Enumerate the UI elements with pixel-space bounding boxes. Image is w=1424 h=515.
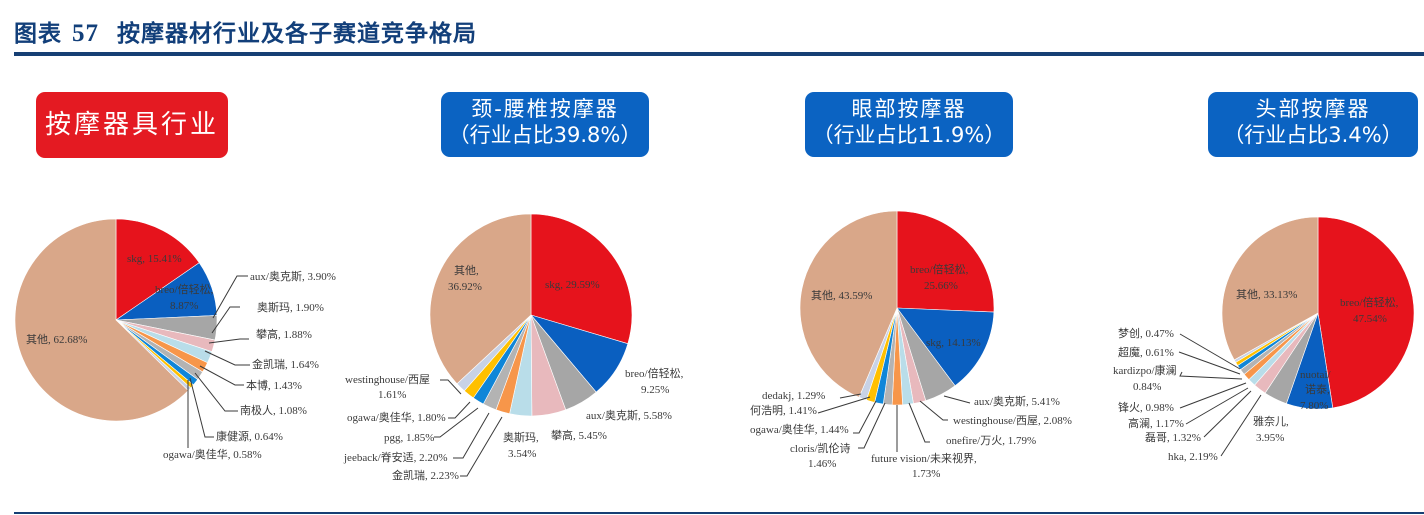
label-c2-ogawa: ogawa/奥佳华, 1.80% xyxy=(347,410,446,424)
label-c1-breo: breo/倍轻松, xyxy=(155,282,214,296)
label-c4-yanaier: 雅奈儿, xyxy=(1253,414,1289,428)
label-c1-ogawa: ogawa/奥佳华, 0.58% xyxy=(163,447,262,461)
label-c3-ogawa: ogawa/奥佳华, 1.44% xyxy=(750,422,849,436)
label-c2-aux: aux/奥克斯, 5.58% xyxy=(586,408,672,422)
label-c1-kangjianyuan: 康健源, 0.64% xyxy=(216,429,283,443)
badge-massage-industry-text: 按摩器具行业 xyxy=(44,109,219,140)
label-c3-futurevision-pct: 1.73% xyxy=(912,468,940,480)
label-c2-westinghouse-pct: 1.61% xyxy=(378,389,406,401)
label-c2-aosima: 奥斯玛, xyxy=(503,430,539,444)
pie-chart-2 xyxy=(429,213,633,417)
label-c2-pgg: pgg, 1.85% xyxy=(384,432,434,444)
label-c4-nuotai-2: 诺泰, xyxy=(1305,382,1330,396)
figure-title-text: 按摩器材行业及各子赛道竞争格局 xyxy=(117,20,477,47)
label-c1-aux: aux/奥克斯, 3.90% xyxy=(250,269,336,283)
label-c2-skg: skg, 29.59% xyxy=(545,279,600,291)
figure-title: 图表 57 按摩器材行业及各子赛道竞争格局 xyxy=(14,14,477,48)
pie-slice xyxy=(530,213,633,345)
badge-head: 头部按摩器 （行业占比3.4%） xyxy=(1208,92,1418,157)
label-c4-breo: breo/倍轻松, xyxy=(1340,295,1399,309)
pie-slice xyxy=(1221,216,1319,361)
label-c3-hehaoming: 何浩明, 1.41% xyxy=(750,404,817,417)
label-c3-cloris: cloris/凯伦诗 xyxy=(790,441,851,455)
title-rule xyxy=(14,52,1424,56)
label-c4-nuotai-pct: 7.80% xyxy=(1300,400,1328,412)
figure-label: 图表 xyxy=(14,20,62,47)
label-c4-kardizpo: kardizpo/康澜 xyxy=(1113,363,1177,377)
label-c3-aux: aux/奥克斯, 5.41% xyxy=(974,394,1060,408)
label-c4-breo-pct: 47.54% xyxy=(1353,313,1387,325)
label-c4-hka: hka, 2.19% xyxy=(1168,451,1218,463)
label-c1-aosima: 奥斯玛, 1.90% xyxy=(257,300,324,314)
badge-eye-line2: （行业占比11.9%） xyxy=(812,123,1006,148)
pie-slice xyxy=(799,210,898,398)
label-c3-skg: skg, 14.13% xyxy=(926,337,981,349)
label-c1-breo-pct: 8.87% xyxy=(170,300,198,312)
badge-head-line1: 头部按摩器 xyxy=(1255,97,1371,121)
badge-massage-industry: 按摩器具行业 xyxy=(36,92,228,158)
label-c4-mengchuang: 梦创, 0.47% xyxy=(1118,327,1174,340)
label-c4-nuotai: nuotai/ xyxy=(1300,369,1331,381)
label-c4-other: 其他, 33.13% xyxy=(1236,288,1297,301)
label-c1-pangao: 攀高, 1.88% xyxy=(256,327,312,341)
pie-slice xyxy=(115,218,200,321)
figure-number: 57 xyxy=(72,20,99,47)
pie-slice xyxy=(896,210,995,313)
pie-labels: skg, 15.41% breo/倍轻松, 8.87% aux/奥克斯, 3.9… xyxy=(26,253,1399,482)
badge-eye-line1: 眼部按摩器 xyxy=(851,97,967,121)
label-c2-pangao: 攀高, 5.45% xyxy=(551,428,607,442)
pie-chart-1 xyxy=(14,218,218,422)
label-c2-jeeback: jeeback/脊安适, 2.20% xyxy=(343,450,448,464)
label-c2-aosima-pct: 3.54% xyxy=(508,448,536,460)
label-c4-leige: 磊哥, 1.32% xyxy=(1145,431,1201,444)
label-c3-other: 其他, 43.59% xyxy=(811,289,872,302)
label-c2-breo: breo/倍轻松, xyxy=(625,366,684,380)
bottom-rule xyxy=(14,512,1424,514)
pie-slice xyxy=(896,307,995,387)
label-c1-other: 其他, 62.68% xyxy=(26,333,87,346)
pie-slice xyxy=(429,213,532,385)
label-c1-nanjiren: 南极人, 1.08% xyxy=(240,403,307,417)
badge-head-line2: （行业占比3.4%） xyxy=(1223,123,1403,148)
leader-lines xyxy=(187,275,1262,477)
label-c4-gaolan: 高澜, 1.17% xyxy=(1128,416,1184,430)
label-c2-breo-pct: 9.25% xyxy=(641,384,669,396)
badge-neck-waist-line2: （行业占比39.8%） xyxy=(448,123,642,148)
label-c3-futurevision: future vision/未来视界, xyxy=(871,451,977,465)
pie-slice xyxy=(1317,216,1415,409)
label-c2-other: 其他, xyxy=(454,264,479,277)
label-c3-westinghouse: westinghouse/西屋, 2.08% xyxy=(953,414,1072,427)
pie-chart-4 xyxy=(1221,216,1415,410)
label-c1-skg: skg, 15.41% xyxy=(127,253,182,265)
label-c3-breo: breo/倍轻松, xyxy=(910,262,969,276)
pie-chart-3 xyxy=(799,210,995,406)
pie-slice xyxy=(14,218,189,422)
label-c3-breo-pct: 25.66% xyxy=(924,280,958,292)
label-c3-onefire: onefire/万火, 1.79% xyxy=(946,435,1036,447)
label-c4-kardizpo-pct: 0.84% xyxy=(1133,381,1161,393)
label-c3-cloris-pct: 1.46% xyxy=(808,458,836,470)
label-c4-fenghuo: 锋火, 0.98% xyxy=(1118,401,1174,414)
label-c1-jinkairui: 金凯瑞, 1.64% xyxy=(252,357,319,371)
badge-neck-waist: 颈-腰椎按摩器 （行业占比39.8%） xyxy=(441,92,649,157)
label-c2-westinghouse: westinghouse/西屋 xyxy=(345,373,430,386)
label-c2-other-pct: 36.92% xyxy=(448,281,482,293)
label-c1-benbo: 本博, 1.43% xyxy=(246,378,302,392)
badge-neck-waist-line1: 颈-腰椎按摩器 xyxy=(471,97,619,121)
label-c2-jinkairui: 金凯瑞, 2.23% xyxy=(392,468,459,482)
label-c4-yanaier-pct: 3.95% xyxy=(1256,432,1284,444)
badge-eye: 眼部按摩器 （行业占比11.9%） xyxy=(805,92,1013,157)
label-c4-chaomo: 超魔, 0.61% xyxy=(1118,345,1174,359)
label-c3-dedakj: dedakj, 1.29% xyxy=(762,390,825,402)
